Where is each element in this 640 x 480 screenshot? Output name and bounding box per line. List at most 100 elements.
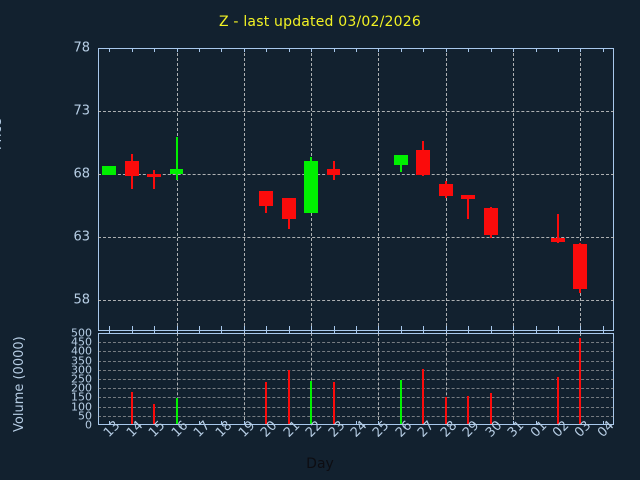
volume-axis-tick-top bbox=[378, 326, 380, 333]
candle-wick bbox=[175, 137, 178, 181]
price-axis-tick bbox=[445, 48, 447, 52]
candle-body bbox=[304, 161, 319, 213]
price-axis-tick bbox=[243, 48, 245, 52]
candle-body bbox=[393, 154, 408, 165]
candle-body bbox=[326, 168, 341, 175]
volume-bar bbox=[444, 397, 447, 424]
volume-axis-tick bbox=[199, 421, 200, 425]
price-tick-label: 78 bbox=[73, 40, 90, 56]
price-gridline-vertical bbox=[378, 48, 380, 331]
volume-tick-label: 50 bbox=[78, 409, 92, 423]
volume-tick-label: 250 bbox=[71, 372, 92, 386]
volume-tick-label: 0 bbox=[85, 418, 92, 432]
volume-axis-tick bbox=[109, 421, 111, 425]
price-gridline-vertical bbox=[580, 48, 582, 331]
price-gridline bbox=[98, 299, 614, 301]
volume-axis-tick-top bbox=[490, 326, 492, 333]
volume-tick-label: 450 bbox=[71, 335, 92, 349]
candle-body bbox=[573, 244, 588, 290]
price-axis-tick bbox=[266, 48, 268, 52]
price-gridline-vertical bbox=[513, 48, 514, 331]
volume-axis-tick bbox=[602, 421, 604, 425]
volume-gridline-vertical bbox=[311, 333, 313, 425]
volume-tick-label: 200 bbox=[71, 381, 92, 395]
volume-axis-tick bbox=[378, 421, 380, 425]
volume-axis-tick-top bbox=[468, 326, 470, 333]
candle-body bbox=[169, 168, 184, 174]
volume-axis-tick bbox=[513, 421, 514, 425]
volume-bar bbox=[310, 380, 313, 424]
day-axis-title: Day bbox=[306, 456, 334, 472]
volume-axis-tick-top bbox=[199, 326, 200, 333]
volume-gridline-vertical bbox=[176, 333, 178, 425]
volume-axis-tick-top bbox=[400, 326, 402, 333]
volume-axis-tick-top bbox=[311, 326, 313, 333]
volume-tick-label: 350 bbox=[71, 354, 92, 368]
price-axis-tick bbox=[109, 48, 111, 52]
volume-gridline-vertical bbox=[378, 333, 380, 425]
volume-gridline bbox=[98, 406, 614, 408]
volume-axis-tick bbox=[221, 421, 223, 425]
price-axis-title: Price bbox=[0, 118, 5, 150]
volume-bar bbox=[579, 337, 582, 424]
price-gridline bbox=[98, 236, 614, 238]
price-axis-tick bbox=[468, 48, 470, 52]
volume-tick-label: 300 bbox=[71, 363, 92, 377]
price-plot-area bbox=[98, 48, 614, 331]
volume-bar bbox=[287, 369, 290, 424]
volume-tick-label: 150 bbox=[71, 390, 92, 404]
price-axis-tick bbox=[580, 48, 582, 52]
price-tick-label: 73 bbox=[73, 103, 90, 119]
volume-axis-tick bbox=[535, 421, 537, 425]
price-axis-tick bbox=[311, 48, 313, 52]
price-axis-tick bbox=[221, 48, 223, 52]
volume-axis-tick-top bbox=[356, 326, 357, 333]
candle-body bbox=[551, 237, 565, 242]
volume-axis-title: Volume (0000) bbox=[12, 336, 27, 432]
price-axis-tick bbox=[199, 48, 200, 52]
candle-body bbox=[147, 173, 161, 177]
candle-body bbox=[281, 197, 296, 220]
volume-axis-tick-top bbox=[535, 326, 537, 333]
volume-bar bbox=[153, 403, 156, 424]
chart-title: Z - last updated 03/02/2026 bbox=[218, 14, 421, 30]
candle-body bbox=[124, 161, 139, 177]
volume-gridline-vertical bbox=[445, 333, 447, 425]
volume-axis-tick-top bbox=[602, 326, 604, 333]
volume-bar bbox=[422, 368, 425, 424]
volume-bar bbox=[332, 381, 335, 424]
volume-tick-label: 100 bbox=[71, 400, 92, 414]
volume-bar bbox=[399, 379, 402, 424]
price-axis-tick bbox=[602, 48, 604, 52]
volume-gridline-vertical bbox=[513, 333, 514, 425]
volume-axis-tick-top bbox=[557, 326, 559, 333]
volume-gridline bbox=[98, 388, 614, 390]
volume-axis-tick-top bbox=[266, 326, 268, 333]
volume-gridline bbox=[98, 351, 614, 353]
price-axis-tick bbox=[131, 48, 133, 52]
volume-axis-tick-top bbox=[423, 326, 425, 333]
volume-tick-label: 500 bbox=[71, 326, 92, 340]
volume-bar bbox=[130, 391, 133, 424]
volume-axis-tick bbox=[356, 421, 357, 425]
price-axis-tick bbox=[535, 48, 537, 52]
volume-axis-tick-top bbox=[221, 326, 223, 333]
price-axis-tick bbox=[356, 48, 357, 52]
volume-gridline-vertical bbox=[243, 333, 245, 425]
volume-bar bbox=[265, 381, 268, 424]
price-axis-tick bbox=[423, 48, 425, 52]
candle-wick bbox=[467, 195, 470, 220]
price-axis-tick bbox=[557, 48, 559, 52]
price-axis-tick bbox=[333, 48, 335, 52]
price-axis-tick bbox=[154, 48, 156, 52]
volume-axis-tick-top bbox=[176, 326, 178, 333]
volume-axis-tick-top bbox=[288, 326, 290, 333]
volume-axis-tick-top bbox=[445, 326, 447, 333]
volume-axis-tick bbox=[243, 421, 245, 425]
volume-gridline bbox=[98, 415, 614, 417]
candle-wick bbox=[556, 214, 559, 243]
volume-axis-tick-top bbox=[109, 326, 111, 333]
candle-body bbox=[461, 195, 476, 199]
price-tick-label: 58 bbox=[73, 292, 90, 308]
